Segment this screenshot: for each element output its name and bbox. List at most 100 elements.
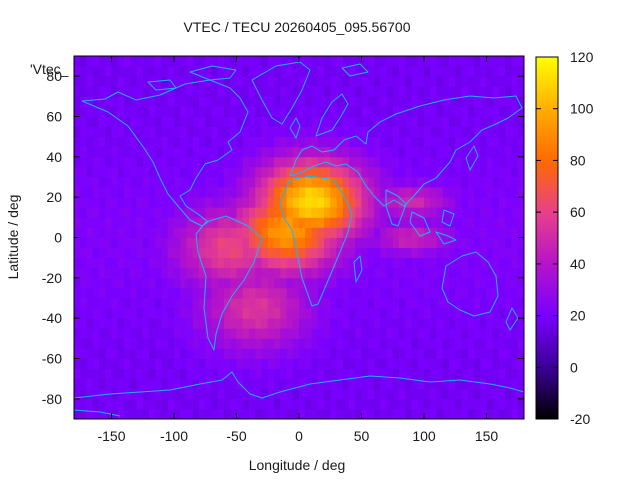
heatmap-cell: [199, 207, 206, 218]
heatmap-cell: [361, 166, 369, 178]
heatmap-cell: [480, 358, 487, 369]
heatmap-cell: [411, 207, 419, 218]
heatmap-cell: [399, 328, 406, 339]
heatmap-cell: [167, 146, 175, 158]
heatmap-cell: [286, 358, 294, 369]
heatmap-cell: [449, 136, 456, 148]
heatmap-cell: [367, 76, 375, 87]
heatmap-cell: [367, 177, 375, 188]
heatmap-cell: [461, 146, 469, 158]
heatmap-cell: [299, 257, 306, 269]
heatmap-cell: [386, 56, 394, 67]
heatmap-cell: [192, 66, 200, 77]
heatmap-cell: [467, 116, 475, 127]
heatmap-cell: [374, 166, 381, 178]
heatmap-cell: [336, 187, 344, 198]
heatmap-cell: [180, 338, 187, 349]
heatmap-cell: [467, 358, 475, 369]
heatmap-cell: [86, 96, 94, 107]
heatmap-cell: [467, 187, 475, 198]
heatmap-cell: [117, 177, 125, 188]
heatmap-cell: [242, 247, 250, 259]
heatmap-cell: [424, 96, 431, 107]
heatmap-cell: [511, 56, 519, 67]
heatmap-cell: [242, 116, 250, 127]
heatmap-cell: [374, 227, 381, 238]
heatmap-cell: [292, 237, 300, 248]
heatmap-cell: [80, 368, 87, 380]
heatmap-cell: [461, 116, 469, 127]
heatmap-cell: [499, 328, 506, 339]
heatmap-cell: [392, 368, 400, 380]
heatmap-cell: [392, 318, 400, 329]
heatmap-cell: [217, 338, 225, 349]
heatmap-cell: [436, 298, 444, 309]
heatmap-cell: [442, 197, 450, 208]
heatmap-cell: [317, 408, 325, 419]
heatmap-cell: [124, 96, 131, 107]
heatmap-cell: [192, 388, 200, 400]
heatmap-cell: [167, 217, 175, 228]
heatmap-cell: [211, 287, 219, 299]
heatmap-cell: [436, 66, 444, 77]
heatmap-cell: [224, 267, 231, 279]
heatmap-cell: [461, 126, 469, 138]
heatmap-cell: [205, 298, 212, 309]
heatmap-cell: [105, 298, 112, 309]
heatmap-cell: [292, 116, 300, 127]
heatmap-cell: [336, 197, 344, 208]
heatmap-cell: [86, 136, 94, 148]
heatmap-cell: [124, 368, 131, 380]
heatmap-cell: [217, 368, 225, 380]
heatmap-cell: [474, 146, 481, 158]
heatmap-cell: [299, 308, 306, 319]
heatmap-cell: [142, 207, 150, 218]
heatmap-cell: [192, 308, 200, 319]
heatmap-cell: [386, 388, 394, 400]
heatmap-cell: [474, 166, 481, 178]
heatmap-cell: [405, 277, 412, 289]
heatmap-cell: [117, 318, 125, 329]
heatmap-cell: [399, 318, 406, 329]
heatmap-cell: [224, 217, 231, 228]
heatmap-cell: [174, 408, 181, 419]
heatmap-cell: [236, 76, 244, 87]
heatmap-cell: [124, 348, 131, 359]
coastline-arctic-islands: [147, 63, 369, 91]
heatmap-cell: [417, 66, 425, 77]
heatmap-cell: [424, 368, 431, 380]
heatmap-cell: [349, 368, 356, 380]
heatmap-cell: [117, 358, 125, 369]
heatmap-cell: [92, 187, 100, 198]
heatmap-cell: [330, 217, 337, 228]
heatmap-cell: [461, 227, 469, 238]
heatmap-cell: [361, 298, 369, 309]
heatmap-cell: [74, 368, 81, 380]
heatmap-cell: [324, 287, 331, 299]
heatmap-cell: [442, 227, 450, 238]
heatmap-cell: [342, 207, 350, 218]
heatmap-cell: [386, 136, 394, 148]
heatmap-cell: [286, 86, 294, 97]
heatmap-cell: [486, 247, 494, 259]
heatmap-cell: [324, 257, 331, 269]
heatmap-cell: [499, 227, 506, 238]
heatmap-cell: [392, 217, 400, 228]
heatmap-cell: [267, 277, 275, 289]
heatmap-cell: [324, 318, 331, 329]
heatmap-cell: [217, 146, 225, 158]
heatmap-cell: [305, 197, 312, 208]
heatmap-cell: [480, 338, 487, 349]
heatmap-cell: [186, 257, 194, 269]
heatmap-cell: [242, 227, 250, 238]
heatmap-cell: [180, 166, 187, 178]
heatmap-cell: [211, 166, 219, 178]
heatmap-cell: [249, 136, 256, 148]
heatmap-cell: [242, 277, 250, 289]
heatmap-cell: [174, 197, 181, 208]
heatmap-cell: [505, 197, 512, 208]
heatmap-cell: [199, 408, 206, 419]
heatmap-cell: [249, 358, 256, 369]
heatmap-cell: [399, 237, 406, 248]
heatmap-cell: [180, 187, 187, 198]
